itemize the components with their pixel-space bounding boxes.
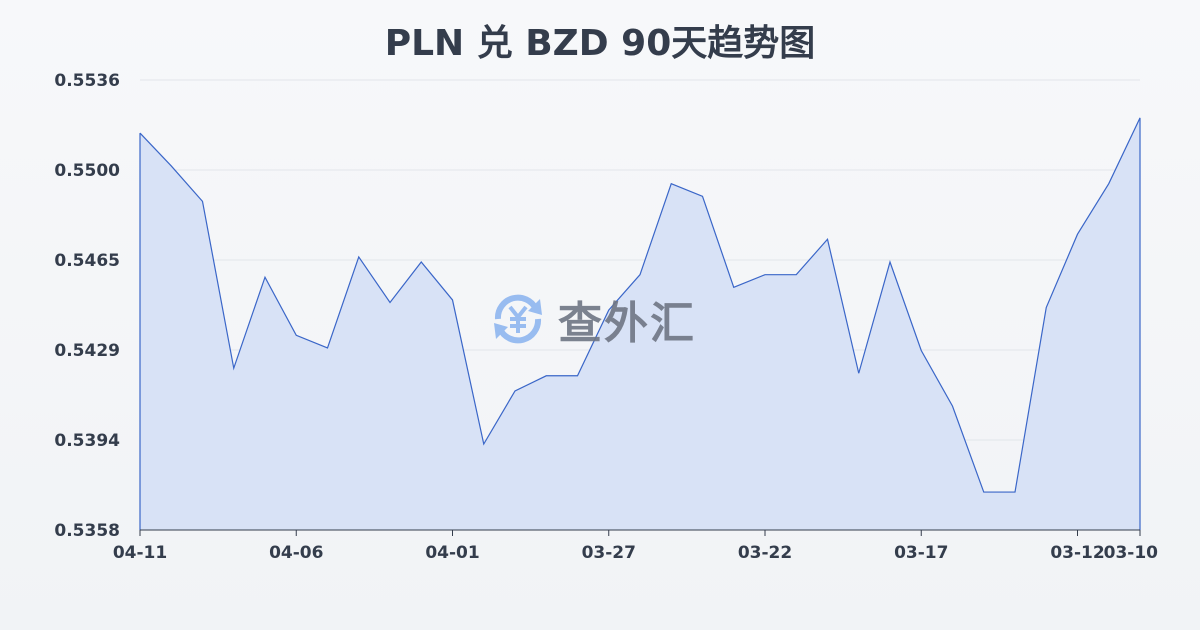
- y-tick-label: 0.5500: [54, 161, 120, 181]
- x-tick-label: 03-10: [1104, 543, 1159, 563]
- x-tick-label: 04-01: [425, 543, 479, 563]
- area-fill: [140, 117, 1140, 530]
- x-tick-label: 03-22: [738, 543, 792, 563]
- x-tick-label: 04-11: [113, 543, 167, 563]
- x-tick-label: 04-06: [269, 543, 323, 563]
- watermark: 查外汇: [488, 287, 696, 351]
- y-tick-label: 0.5536: [54, 71, 120, 91]
- watermark-text: 查外汇: [558, 298, 696, 349]
- y-tick-label: 0.5429: [54, 341, 120, 361]
- x-tick-label: 03-27: [582, 543, 636, 563]
- x-tick-label: 03-17: [894, 543, 948, 563]
- chart-title: PLN 兑 BZD 90天趋势图: [384, 23, 816, 64]
- x-tick-label: 03-12: [1050, 543, 1104, 563]
- y-tick-label: 0.5465: [54, 251, 120, 271]
- y-tick-label: 0.5394: [54, 431, 120, 451]
- y-tick-label: 0.5358: [54, 521, 120, 541]
- yen-exchange-icon: [494, 294, 542, 344]
